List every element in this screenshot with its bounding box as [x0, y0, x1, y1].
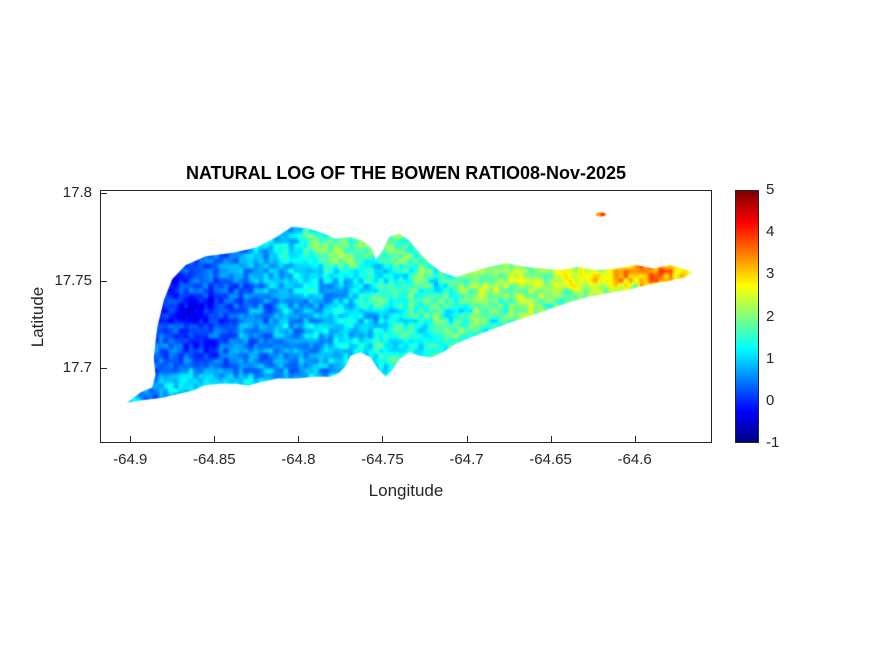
- tick-mark: [130, 436, 131, 442]
- colorbar-tick-label: 5: [766, 181, 775, 198]
- island-heatmap-canvas: [100, 190, 712, 443]
- y-tick-label: 17.75: [54, 271, 92, 289]
- y-tick-label: 17.8: [62, 184, 92, 202]
- x-tick-label: -64.7: [449, 451, 484, 468]
- tick-mark: [101, 193, 107, 194]
- tick-mark: [101, 281, 107, 282]
- tick-mark: [635, 436, 636, 442]
- tick-mark: [382, 436, 383, 442]
- colorbar-gradient-canvas: [736, 191, 758, 442]
- colorbar-tick-label: 0: [766, 391, 775, 409]
- x-tick-label: -64.8: [281, 451, 316, 468]
- colorbar-tick-label: -1: [766, 434, 780, 451]
- tick-mark: [298, 436, 299, 442]
- x-tick-label: -64.6: [617, 451, 652, 468]
- y-tick-label: 17.7: [62, 358, 92, 376]
- tick-mark: [467, 436, 468, 442]
- colorbar-tick-label: 1: [766, 349, 775, 367]
- x-tick-label: -64.9: [113, 451, 148, 468]
- tick-mark: [551, 436, 552, 442]
- x-tick-label: -64.85: [193, 451, 236, 468]
- x-axis-label: Longitude: [368, 481, 444, 500]
- tick-mark: [214, 436, 215, 442]
- colorbar-tick-label: 3: [766, 265, 775, 283]
- colorbar-tick-label: 4: [766, 223, 775, 241]
- colorbar-tick-label: 2: [766, 307, 775, 325]
- colorbar: [735, 190, 759, 443]
- chart-title: NATURAL LOG OF THE BOWEN RATIO08-Nov-202…: [185, 163, 627, 183]
- x-tick-label: -64.75: [361, 451, 404, 468]
- tick-mark: [101, 368, 107, 369]
- x-tick-label: -64.65: [529, 451, 572, 468]
